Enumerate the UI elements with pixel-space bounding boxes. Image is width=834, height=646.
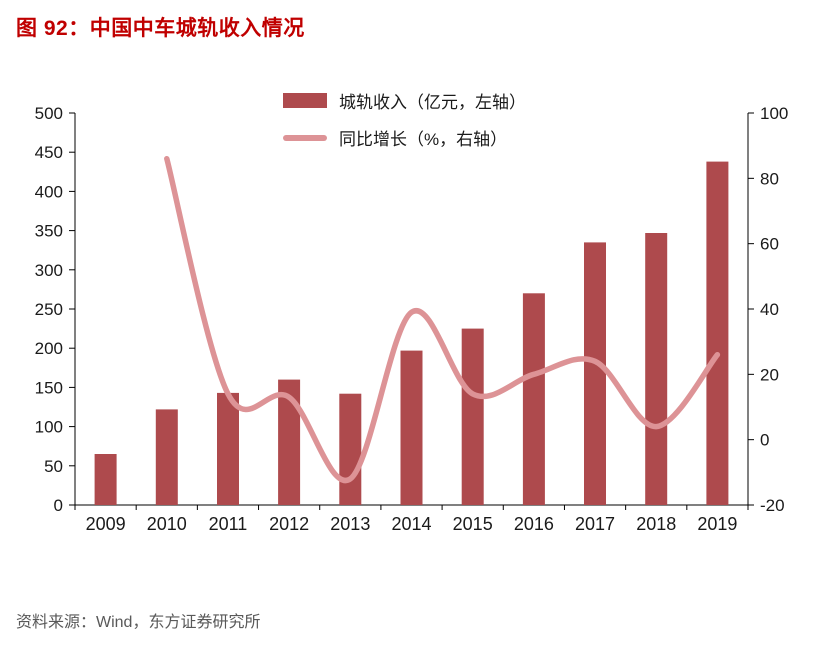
svg-text:0: 0	[54, 496, 63, 515]
svg-text:0: 0	[760, 431, 769, 450]
svg-text:250: 250	[35, 300, 63, 319]
legend-label-revenue: 城轨收入（亿元，左轴）	[339, 93, 526, 112]
svg-text:2009: 2009	[86, 514, 126, 534]
source-note: 资料来源：Wind，东方证券研究所	[16, 614, 261, 631]
line-series-swatch-icon	[283, 134, 327, 141]
svg-text:2013: 2013	[330, 514, 370, 534]
figure-title: 图 92：中国中车城轨收入情况	[16, 17, 305, 40]
svg-text:2012: 2012	[269, 514, 309, 534]
chart-legend: 城轨收入（亿元，左轴） 同比增长（%，右轴）	[283, 88, 526, 150]
svg-text:500: 500	[35, 104, 63, 123]
svg-text:20: 20	[760, 365, 779, 384]
svg-text:2015: 2015	[453, 514, 493, 534]
svg-text:300: 300	[35, 261, 63, 280]
legend-label-growth: 同比增长（%，右轴）	[339, 130, 508, 149]
svg-text:50: 50	[44, 457, 63, 476]
svg-text:2014: 2014	[391, 514, 431, 534]
svg-text:100: 100	[760, 104, 788, 123]
svg-text:350: 350	[35, 222, 63, 241]
svg-text:2018: 2018	[636, 514, 676, 534]
svg-text:2016: 2016	[514, 514, 554, 534]
legend-item-growth: 同比增长（%，右轴）	[283, 125, 526, 150]
svg-text:60: 60	[760, 235, 779, 254]
svg-text:150: 150	[35, 378, 63, 397]
svg-text:-20: -20	[760, 496, 785, 515]
svg-text:2019: 2019	[697, 514, 737, 534]
svg-text:40: 40	[760, 300, 779, 319]
svg-text:2010: 2010	[147, 514, 187, 534]
legend-item-revenue: 城轨收入（亿元，左轴）	[283, 88, 526, 113]
svg-text:200: 200	[35, 339, 63, 358]
svg-text:2017: 2017	[575, 514, 615, 534]
svg-text:450: 450	[35, 143, 63, 162]
svg-text:400: 400	[35, 182, 63, 201]
svg-text:80: 80	[760, 169, 779, 188]
bar-series-swatch-icon	[283, 93, 327, 108]
svg-text:100: 100	[35, 418, 63, 437]
svg-text:2011: 2011	[209, 514, 248, 534]
